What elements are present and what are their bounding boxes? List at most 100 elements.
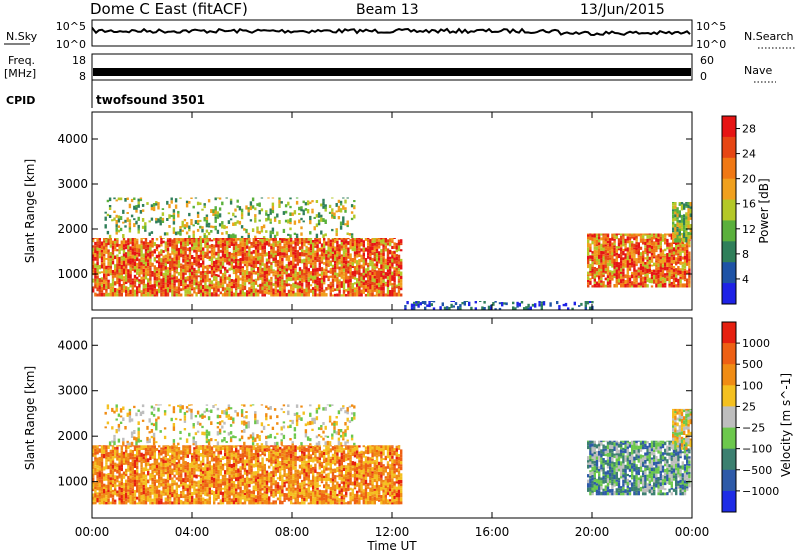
- heatmap-cell: [100, 491, 104, 495]
- heatmap-cell: [177, 502, 181, 505]
- heatmap-cell: [540, 304, 543, 308]
- heatmap-cell: [199, 275, 203, 278]
- heatmap-cell: [327, 251, 330, 255]
- heatmap-cell: [120, 290, 123, 293]
- heatmap-cell: [94, 238, 97, 239]
- heatmap-cell: [188, 235, 191, 238]
- heatmap-cell: [391, 245, 394, 249]
- heatmap-cell: [230, 445, 233, 448]
- heatmap-cell: [232, 483, 236, 488]
- heatmap-cell: [215, 486, 218, 490]
- heatmap-cell: [184, 451, 187, 456]
- heatmap-cell: [298, 259, 302, 264]
- heatmap-cell: [171, 257, 174, 262]
- heatmap-cell: [166, 275, 170, 278]
- heatmap-cell: [158, 500, 161, 505]
- heatmap-cell: [109, 449, 112, 452]
- heatmap-cell: [118, 286, 121, 290]
- heatmap-cell: [241, 497, 244, 500]
- heatmap-cell: [142, 496, 145, 500]
- heatmap-cell: [298, 246, 302, 251]
- heatmap-cell: [314, 256, 317, 261]
- heatmap-cell: [268, 254, 271, 260]
- heatmap-cell: [129, 489, 132, 493]
- heatmap-cell: [175, 248, 178, 251]
- heatmap-cell: [195, 246, 198, 250]
- heatmap-cell: [380, 249, 383, 253]
- heatmap-cell: [175, 485, 178, 489]
- heatmap-cell: [147, 487, 150, 491]
- heatmap-cell: [184, 250, 187, 255]
- heatmap-cell: [657, 266, 660, 270]
- heatmap-cell: [162, 486, 165, 490]
- heatmap-cell: [378, 268, 381, 271]
- heatmap-cell: [184, 448, 187, 452]
- heatmap-cell: [659, 278, 662, 281]
- heatmap-cell: [169, 253, 172, 256]
- heatmap-cell: [127, 238, 130, 243]
- heatmap-cell: [140, 486, 143, 489]
- heatmap-cell: [153, 481, 156, 487]
- heatmap-cell: [215, 493, 218, 498]
- heatmap-cell: [235, 462, 238, 467]
- heatmap-cell: [96, 478, 99, 482]
- heatmap-cell: [635, 269, 638, 273]
- heatmap-cell: [103, 283, 106, 288]
- heatmap-cell: [188, 450, 192, 455]
- heatmap-cell: [527, 307, 530, 310]
- heatmap-cell: [309, 239, 313, 245]
- heatmap-cell: [147, 458, 150, 463]
- heatmap-cell: [274, 238, 277, 242]
- heatmap-cell: [642, 269, 645, 273]
- heatmap-cell: [166, 290, 170, 293]
- heatmap-cell: [138, 473, 141, 477]
- heatmap-cell: [345, 238, 348, 241]
- heatmap-cell: [245, 205, 248, 210]
- heatmap-cell: [193, 451, 196, 456]
- heatmap-cell: [353, 241, 357, 246]
- heatmap-cell: [290, 247, 293, 251]
- heatmap-cell: [617, 253, 621, 259]
- heatmap-cell: [109, 493, 112, 498]
- heatmap-cell: [301, 244, 304, 249]
- heatmap-cell: [111, 286, 115, 289]
- heatmap-cell: [628, 268, 632, 271]
- heatmap-cell: [118, 244, 121, 246]
- heatmap-cell: [197, 488, 200, 492]
- heatmap-cell: [239, 496, 242, 501]
- heatmap-cell: [111, 243, 115, 246]
- heatmap-cell: [158, 462, 161, 466]
- heatmap-cell: [122, 270, 126, 275]
- heatmap-cell: [386, 283, 390, 288]
- heatmap-cell: [147, 479, 150, 484]
- heatmap-cell: [609, 272, 612, 276]
- heatmap-cell: [391, 289, 394, 293]
- heatmap-cell: [655, 275, 658, 280]
- heatmap-cell: [175, 279, 178, 283]
- heatmap-cell: [188, 475, 192, 479]
- heatmap-cell: [250, 254, 253, 259]
- heatmap-cell: [210, 270, 214, 275]
- heatmap-cell: [646, 278, 649, 283]
- heatmap-cell: [257, 448, 260, 453]
- heatmap-cell: [151, 463, 154, 466]
- heatmap-cell: [382, 242, 385, 245]
- heatmap-cell: [164, 248, 167, 252]
- heatmap-cell: [380, 270, 383, 273]
- heatmap-cell: [301, 273, 304, 276]
- heatmap-cell: [389, 293, 392, 297]
- heatmap-cell: [138, 490, 141, 495]
- heatmap-cell: [138, 445, 141, 448]
- heatmap-cell: [96, 462, 99, 465]
- heatmap-cell: [250, 292, 253, 297]
- heatmap-cell: [349, 268, 352, 272]
- heatmap-cell: [668, 283, 671, 286]
- heatmap-cell: [633, 249, 636, 254]
- heatmap-cell: [265, 210, 268, 213]
- heatmap-cell: [622, 239, 625, 244]
- heatmap-cell: [620, 273, 623, 276]
- heatmap-cell: [186, 276, 189, 279]
- heatmap-cell: [228, 261, 231, 266]
- heatmap-cell: [111, 275, 115, 279]
- heatmap-cell: [239, 286, 242, 291]
